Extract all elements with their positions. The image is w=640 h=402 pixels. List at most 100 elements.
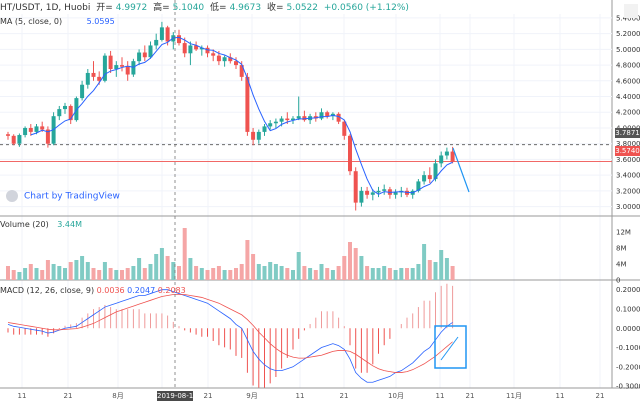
volume-bar xyxy=(211,268,216,280)
time-tick-label: 10月 xyxy=(388,392,404,400)
candle-body xyxy=(353,171,358,203)
candle-body xyxy=(45,129,50,144)
volume-bar xyxy=(439,250,444,280)
volume-bar xyxy=(262,266,267,280)
volume-bar xyxy=(45,260,50,280)
time-tick-label: 21 xyxy=(340,392,349,400)
candle-body xyxy=(194,45,199,50)
candle-body xyxy=(325,112,330,117)
candle-body xyxy=(91,72,96,77)
volume-bar xyxy=(251,254,256,280)
candle-body xyxy=(28,127,33,132)
volume-bar xyxy=(154,254,159,280)
ma-legend[interactable]: MA (5, close, 0) 5.0595 xyxy=(0,17,115,26)
time-tick-label: 21 xyxy=(596,392,605,400)
candle-body xyxy=(228,57,233,62)
candle-body xyxy=(57,109,62,117)
volume-bar xyxy=(40,270,45,280)
open-value: 4.9972 xyxy=(115,3,148,13)
candle-body xyxy=(256,131,261,140)
volume-bar xyxy=(268,262,273,280)
volume-bar xyxy=(353,248,358,280)
ma-line xyxy=(30,36,453,195)
volume-bar xyxy=(222,270,227,280)
annotation-line xyxy=(440,336,459,361)
price-tick-label: 3.6000 xyxy=(616,156,640,164)
volume-bar xyxy=(28,264,33,280)
candle-body xyxy=(23,127,28,136)
candle-body xyxy=(222,57,227,62)
candle-body xyxy=(376,190,381,193)
volume-bar xyxy=(188,258,193,280)
candle-body xyxy=(131,61,136,75)
current-price-tag: 3.5740 xyxy=(615,146,640,156)
candle-body xyxy=(348,135,352,172)
change-value: +0.0560 (+1.12%) xyxy=(323,3,409,13)
candle-body xyxy=(251,131,256,140)
volume-bar xyxy=(182,228,187,280)
macd-tick-label: 0.2000 xyxy=(616,286,640,294)
candle-body xyxy=(40,126,45,130)
volume-bar xyxy=(410,268,415,280)
candle-body xyxy=(120,65,124,67)
candle-body xyxy=(125,66,130,75)
volume-bar xyxy=(450,266,455,280)
candle-body xyxy=(6,134,10,136)
candle-body xyxy=(102,55,107,81)
ma-legend-label: MA (5, close, 0) xyxy=(0,17,63,26)
candle-body xyxy=(85,72,90,85)
candle-body xyxy=(63,105,67,110)
symbol-label[interactable]: HT/USDT, 1D, Huobi xyxy=(0,3,91,13)
volume-bar xyxy=(382,266,387,280)
candle-body xyxy=(114,65,119,70)
candle-body xyxy=(262,126,267,132)
volume-bar xyxy=(427,260,432,280)
time-tick-label: 11 xyxy=(556,392,565,400)
volume-bar xyxy=(228,270,233,280)
volume-bar xyxy=(330,270,335,280)
candle-body xyxy=(80,84,85,99)
candle-body xyxy=(234,61,238,66)
candle-body xyxy=(291,118,295,121)
volume-bar xyxy=(325,268,330,280)
volume-bar xyxy=(444,258,449,280)
macd-legend-label: MACD (12, 26, close, 9) xyxy=(0,286,95,295)
candle-body xyxy=(159,27,164,40)
volume-bar xyxy=(393,270,398,280)
volume-bar xyxy=(23,268,28,280)
price-tick-label: 5.4000 xyxy=(616,14,640,22)
candle-body xyxy=(342,121,347,136)
macd-value: 0.2047 xyxy=(127,286,156,295)
candle-body xyxy=(182,43,187,54)
time-tick-label: 21 xyxy=(64,392,73,400)
candle-body xyxy=(148,45,153,58)
volume-bar xyxy=(11,270,16,280)
volume-bar xyxy=(376,268,381,280)
candle-body xyxy=(188,45,193,54)
time-tick-label: 11 xyxy=(296,392,305,400)
volume-legend[interactable]: Volume (20) 3.44M xyxy=(0,220,82,229)
volume-bar xyxy=(194,266,199,280)
candle-body xyxy=(393,192,398,195)
volume-bar xyxy=(125,268,130,280)
time-tick-label: 11 xyxy=(436,392,445,400)
open-label: 开= xyxy=(96,3,113,13)
volume-bar xyxy=(256,264,261,280)
price-tick-label: 3.8000 xyxy=(616,140,640,148)
volume-bar xyxy=(359,256,364,280)
signal-line xyxy=(7,294,453,373)
price-tick-label: 4.6000 xyxy=(616,77,640,85)
candle-body xyxy=(154,39,159,46)
volume-bar xyxy=(97,270,102,280)
macd-legend[interactable]: MACD (12, 26, close, 9) 0.0036 0.2047 0.… xyxy=(0,286,186,295)
tradingview-logo[interactable]: Chart by TradingView xyxy=(6,190,120,202)
candle-body xyxy=(336,113,341,122)
high-value: 5.1040 xyxy=(172,3,205,13)
annotation-box xyxy=(434,325,467,369)
candle-body xyxy=(427,175,432,180)
time-tick-label: 21 xyxy=(466,392,475,400)
volume-bar xyxy=(308,268,313,280)
volume-bar xyxy=(285,268,290,280)
volume-bar xyxy=(387,268,392,280)
